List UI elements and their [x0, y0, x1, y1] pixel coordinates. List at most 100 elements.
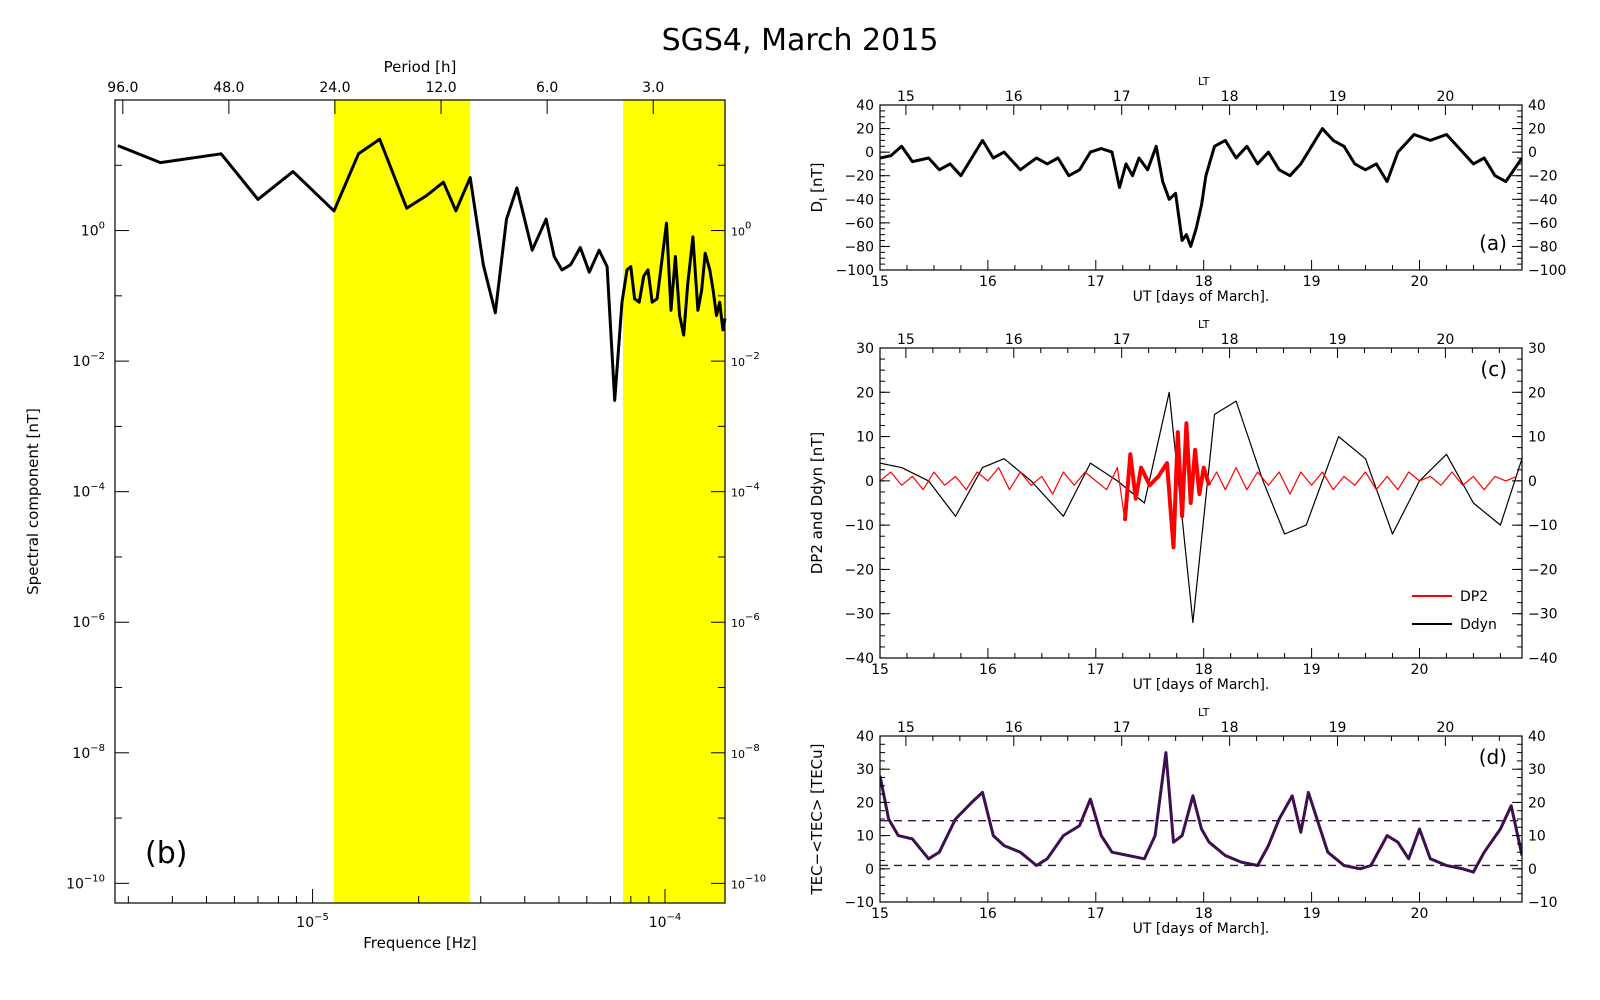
y-tick-label-right: −100	[1528, 263, 1566, 279]
y-tick-label: 20	[856, 122, 874, 138]
panel-c: 15 16 17 18 19 20 15 16 17 18 19 20 LT UT [days of Ma…	[808, 318, 1558, 693]
y-tick-label-right: −20	[1528, 562, 1558, 578]
top-tick-label: 12.0	[425, 80, 456, 96]
y-tick-label-right: 100	[731, 221, 751, 239]
y-tick-label-right: 10−2	[731, 351, 760, 369]
y-tick-label: 0	[865, 862, 874, 878]
top-tick-label: 17	[1113, 332, 1131, 348]
y-tick-label-right: 10−4	[731, 482, 760, 500]
top-tick-label: 24.0	[319, 80, 350, 96]
y-tick-label-right: −80	[1528, 239, 1558, 255]
panel-label: (d)	[1479, 745, 1507, 769]
top-tick-label: 16	[1005, 720, 1023, 736]
top-axis-label: Period [h]	[384, 58, 457, 76]
x-tick-label: 16	[979, 906, 997, 922]
series-Ddyn	[880, 391, 1522, 624]
highlight-band	[333, 100, 471, 903]
top-tick-label: 17	[1113, 720, 1131, 736]
y-tick-label: 0	[865, 145, 874, 161]
y-tick-label: 10−4	[72, 482, 105, 501]
y-tick-label-right: −20	[1528, 169, 1558, 185]
x-tick-label: 19	[1303, 274, 1321, 290]
y-tick-label-right: 30	[1528, 762, 1546, 778]
top-tick-label: 96.0	[107, 80, 138, 96]
legend-label: DP2	[1460, 589, 1488, 605]
panel-d: 15 16 17 18 19 20 15 16 17 18 19 20 LT UT [days of Ma…	[808, 706, 1558, 937]
y-tick-label-right: 0	[1528, 862, 1537, 878]
top-tick-label: 20	[1436, 89, 1454, 105]
y-tick-label: −20	[844, 562, 874, 578]
y-axis-label: DP2 and Ddyn [nT]	[808, 432, 826, 575]
series-d	[880, 751, 1522, 874]
y-tick-label: 100	[81, 221, 105, 240]
y-tick-label-right: −40	[1528, 192, 1558, 208]
series-line	[880, 127, 1522, 248]
panel-label: (a)	[1479, 231, 1507, 255]
y-tick-label: −10	[844, 895, 874, 911]
y-tick-label: 40	[856, 98, 874, 114]
plot-frame	[114, 99, 726, 904]
panel-label: (b)	[145, 836, 187, 871]
x-tick-label: 18	[1195, 662, 1213, 678]
y-tick-label: −30	[844, 607, 874, 623]
spectrum-panel: 100 100 10−2 10−2 10−4 10−4 10−6 10−6 10−8 10−8 10…	[24, 58, 766, 952]
x-tick-label: 10−5	[296, 912, 329, 931]
x-axis-label: Frequence [Hz]	[363, 934, 476, 952]
y-tick-label: 0	[865, 474, 874, 490]
x-tick-label: 16	[979, 274, 997, 290]
top-axis-label: LT	[1198, 75, 1210, 88]
y-tick-label-right: 40	[1528, 98, 1546, 114]
top-tick-label: 15	[897, 332, 915, 348]
y-tick-label: 10−8	[72, 743, 105, 762]
plot-frame	[879, 347, 1523, 659]
top-tick-label: 17	[1113, 89, 1131, 105]
x-tick-label: 17	[1087, 662, 1105, 678]
x-tick-label: 10−4	[649, 912, 682, 931]
x-tick-label: 17	[1087, 906, 1105, 922]
x-tick-label: 18	[1195, 906, 1213, 922]
panel-label: (c)	[1480, 357, 1507, 381]
y-tick-label: 10	[856, 430, 874, 446]
y-tick-label: −10	[844, 518, 874, 534]
top-axis-label: LT	[1198, 706, 1210, 719]
y-tick-label: −60	[844, 216, 874, 232]
x-tick-label: 15	[871, 274, 889, 290]
y-tick-label: 10−6	[72, 612, 105, 631]
y-tick-label-right: 20	[1528, 795, 1546, 811]
x-tick-label: 20	[1411, 662, 1429, 678]
y-tick-label: 20	[856, 795, 874, 811]
x-axis-label: UT [days of March].	[1133, 677, 1270, 693]
top-tick-label: 18	[1221, 720, 1239, 736]
top-tick-label: 20	[1436, 332, 1454, 348]
top-tick-label: 6.0	[536, 80, 558, 96]
x-tick-label: 15	[871, 906, 889, 922]
y-tick-label-right: 0	[1528, 145, 1537, 161]
y-tick-label: −100	[836, 263, 874, 279]
y-tick-label: 40	[856, 729, 874, 745]
x-tick-label: 18	[1195, 274, 1213, 290]
y-tick-label-right: 10−6	[731, 612, 760, 630]
plot-frame	[879, 104, 1523, 271]
y-tick-label: −80	[844, 239, 874, 255]
x-axis-label: UT [days of March].	[1133, 289, 1270, 305]
top-axis-label: LT	[1198, 318, 1210, 331]
series-a	[880, 127, 1522, 248]
y-axis-label: DI [nT]	[808, 163, 830, 213]
y-tick-label: 20	[856, 385, 874, 401]
top-tick-label: 18	[1221, 332, 1239, 348]
series-line	[880, 751, 1522, 874]
series-line-storm	[1122, 421, 1212, 550]
top-tick-label: 16	[1005, 332, 1023, 348]
y-tick-label-right: −40	[1528, 651, 1558, 667]
y-tick-label-right: 10	[1528, 430, 1546, 446]
top-tick-label: 15	[897, 720, 915, 736]
y-tick-label-right: 40	[1528, 729, 1546, 745]
y-tick-label: −20	[844, 169, 874, 185]
y-tick-label-right: 20	[1528, 122, 1546, 138]
y-tick-label-right: 30	[1528, 341, 1546, 357]
y-tick-label-right: −60	[1528, 216, 1558, 232]
highlight-band	[622, 100, 725, 903]
series-DP2	[880, 421, 1517, 550]
top-tick-label: 19	[1329, 89, 1347, 105]
